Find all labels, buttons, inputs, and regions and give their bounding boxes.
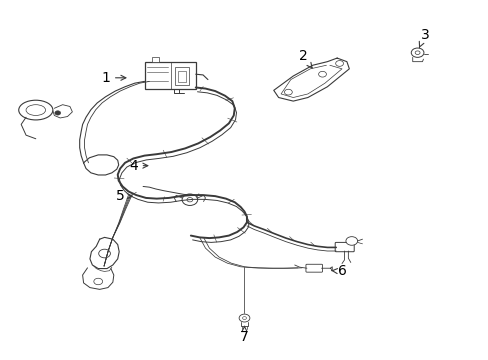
Circle shape xyxy=(345,237,357,245)
Circle shape xyxy=(242,317,246,319)
Circle shape xyxy=(318,71,326,77)
FancyBboxPatch shape xyxy=(334,242,353,252)
Ellipse shape xyxy=(26,105,45,116)
Text: 7: 7 xyxy=(240,327,248,344)
Circle shape xyxy=(99,249,110,258)
Circle shape xyxy=(284,89,292,95)
Text: 4: 4 xyxy=(129,159,147,173)
FancyBboxPatch shape xyxy=(305,264,322,272)
Text: 3: 3 xyxy=(418,28,428,47)
Circle shape xyxy=(94,278,102,285)
Circle shape xyxy=(335,60,343,66)
Bar xyxy=(152,57,159,62)
Circle shape xyxy=(55,111,61,115)
Ellipse shape xyxy=(19,100,53,120)
Bar xyxy=(144,62,195,89)
Circle shape xyxy=(239,314,249,322)
Bar xyxy=(177,71,186,82)
Text: 5: 5 xyxy=(116,189,132,203)
Circle shape xyxy=(410,48,423,57)
Circle shape xyxy=(414,51,419,54)
Text: 1: 1 xyxy=(101,71,125,85)
Circle shape xyxy=(182,194,197,206)
Text: 6: 6 xyxy=(331,265,346,278)
Circle shape xyxy=(186,198,192,202)
Text: 2: 2 xyxy=(298,49,311,68)
Bar xyxy=(174,67,189,85)
